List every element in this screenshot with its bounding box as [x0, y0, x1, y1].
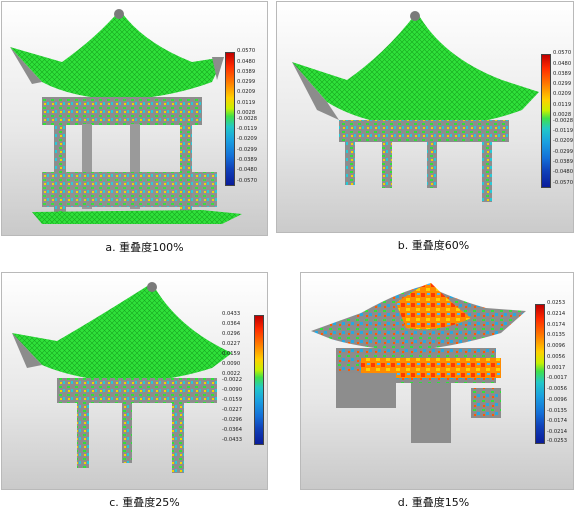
scale-tick: 0.0056	[547, 355, 565, 360]
scale-tick: -0.0159	[222, 398, 242, 403]
scale-tick: 0.0296	[222, 332, 240, 337]
scale-tick: 0.0227	[222, 342, 240, 347]
scale-tick: 0.0119	[237, 101, 255, 106]
scale-tick: -0.0090	[222, 388, 242, 393]
scale-tick: -0.0480	[553, 170, 573, 175]
caption-c: c. 重叠度25%	[0, 494, 289, 510]
panel-d: 0.0253 0.0214 0.0174 0.0135 0.0096 0.005…	[300, 272, 574, 490]
scale-tick: -0.0096	[547, 398, 567, 403]
scale-tick: -0.0389	[553, 160, 573, 165]
scale-tick: -0.0389	[237, 158, 257, 163]
scale-tick: 0.0570	[237, 49, 255, 54]
scale-tick: -0.0570	[237, 179, 257, 184]
scale-tick: -0.0299	[553, 150, 573, 155]
scale-tick: 0.0017	[547, 366, 565, 371]
scale-tick: -0.0480	[237, 168, 257, 173]
scale-tick: -0.0299	[237, 148, 257, 153]
caption-b: b. 重叠度60%	[289, 237, 578, 253]
scale-tick: -0.0119	[237, 127, 257, 132]
scale-tick: 0.0209	[553, 92, 571, 97]
scale-tick: -0.0174	[547, 419, 567, 424]
scale-tick: 0.0389	[237, 70, 255, 75]
scale-bar	[535, 304, 545, 444]
scale-tick: 0.0174	[547, 323, 565, 328]
scale-tick: 0.0364	[222, 322, 240, 327]
scale-tick: 0.0135	[547, 333, 565, 338]
scale-tick: -0.0296	[222, 418, 242, 423]
scale-tick: 0.0253	[547, 301, 565, 306]
scale-tick: -0.0214	[547, 430, 567, 435]
scale-tick: 0.0480	[553, 62, 571, 67]
scale-tick: 0.0570	[553, 51, 571, 56]
scale-bar	[225, 52, 235, 186]
scale-tick: 0.0433	[222, 312, 240, 317]
scale-bar	[541, 54, 551, 188]
scale-tick: -0.0056	[547, 387, 567, 392]
scale-tick: 0.0299	[553, 82, 571, 87]
panel-b-render	[277, 2, 573, 232]
scale-bar	[254, 315, 264, 445]
scale-tick: -0.0570	[553, 181, 573, 186]
scale-tick: -0.0227	[222, 408, 242, 413]
scale-tick: -0.0209	[553, 139, 573, 144]
scale-tick: -0.0119	[553, 129, 573, 134]
scale-tick: -0.0022	[222, 378, 242, 383]
scale-tick: -0.0017	[547, 376, 567, 381]
scale-tick: 0.0389	[553, 72, 571, 77]
caption-d: d. 重叠度15%	[289, 494, 578, 510]
panel-d-render	[301, 273, 573, 489]
scale-tick: -0.0028	[553, 119, 573, 124]
scale-tick: 0.0214	[547, 312, 565, 317]
scale-tick: 0.0159	[222, 352, 240, 357]
panel-b: 0.0570 0.0480 0.0389 0.0299 0.0209 0.011…	[276, 1, 574, 233]
scale-tick: 0.0209	[237, 90, 255, 95]
scale-tick: -0.0433	[222, 438, 242, 443]
scale-tick: 0.0299	[237, 80, 255, 85]
caption-a: a. 重叠度100%	[0, 239, 289, 255]
scale-tick: 0.0480	[237, 60, 255, 65]
scale-tick: -0.0364	[222, 428, 242, 433]
scale-tick: 0.0119	[553, 103, 571, 108]
scale-tick: -0.0209	[237, 137, 257, 142]
scale-tick: -0.0135	[547, 409, 567, 414]
panel-a: 0.0570 0.0480 0.0389 0.0299 0.0209 0.011…	[1, 1, 268, 236]
scale-tick: 0.0090	[222, 362, 240, 367]
scale-tick: 0.0096	[547, 344, 565, 349]
scale-tick: -0.0028	[237, 117, 257, 122]
panel-c: 0.0433 0.0364 0.0296 0.0227 0.0159 0.009…	[1, 272, 268, 490]
scale-tick: -0.0253	[547, 439, 567, 444]
